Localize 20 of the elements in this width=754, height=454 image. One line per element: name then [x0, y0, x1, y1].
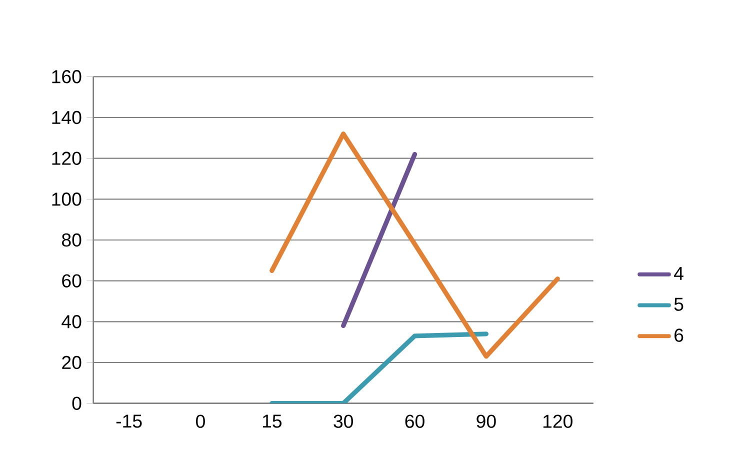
y-tick-label: 140 — [52, 110, 82, 124]
y-tick-label: 60 — [62, 274, 82, 288]
line-series — [270, 132, 560, 359]
legend-label: 4 — [674, 266, 684, 280]
y-tick-label: 20 — [62, 356, 82, 370]
y-tick-label: 100 — [52, 192, 82, 206]
y-tick-label: 80 — [62, 233, 82, 247]
x-tick-label: 90 — [476, 414, 496, 428]
y-tick-label: 120 — [52, 152, 82, 165]
x-tick-label: 120 — [543, 414, 572, 428]
legend-label: 6 — [674, 328, 684, 342]
y-tick-label: 160 — [52, 70, 82, 84]
x-tick-label: -15 — [116, 414, 142, 428]
y-tick-label: 0 — [72, 396, 82, 410]
x-tick-label: 60 — [405, 414, 424, 428]
legend-label: 5 — [674, 298, 684, 311]
x-tick-label: 30 — [334, 414, 353, 428]
y-tick-label: 40 — [62, 315, 82, 328]
x-tick-label: 15 — [262, 414, 282, 428]
x-tick-label: 0 — [196, 414, 205, 428]
